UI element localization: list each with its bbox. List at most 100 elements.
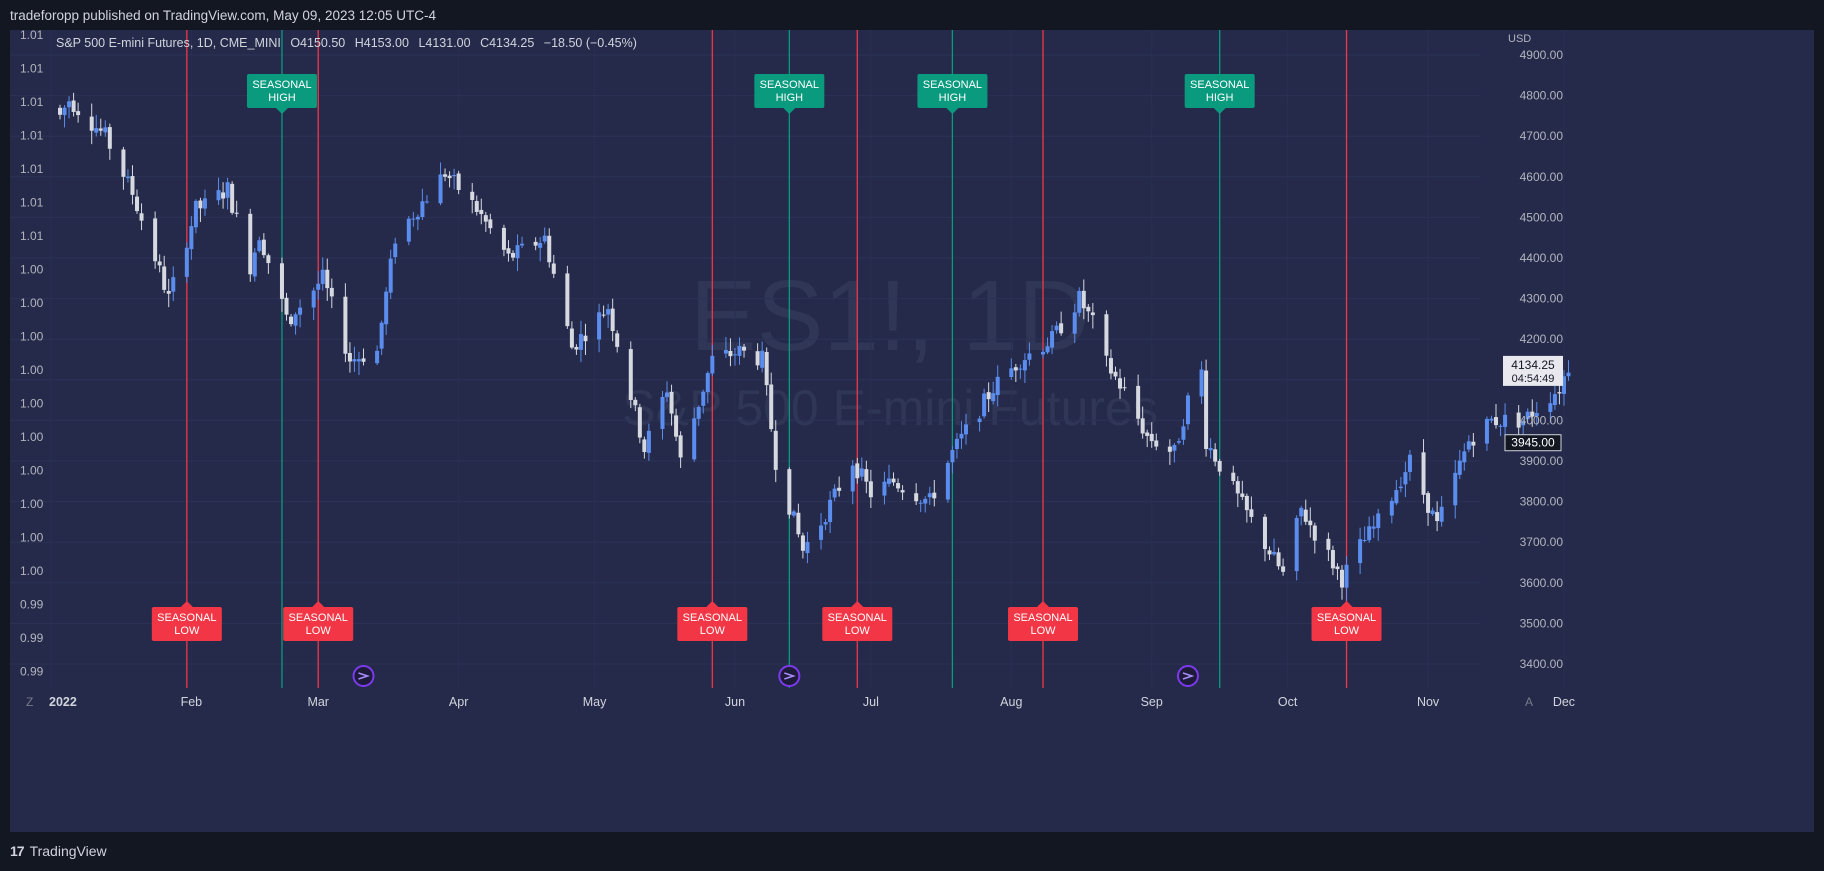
candle-body [565,273,570,327]
seasonal-high-label-text: HIGH [268,92,296,104]
candle-body [1330,550,1335,569]
candle-body [153,218,158,262]
ohlc-change: −18.50 (−0.45%) [544,36,637,50]
time-axis[interactable]: 2022 Feb Mar Apr May Jun Jul Aug Sep Oct Nov Dec [49,695,1575,709]
seasonal-low-label-pointer [312,601,325,607]
candle-body [135,196,140,212]
candle-body [1199,369,1204,397]
candle-body [501,227,506,250]
candle-body [1054,325,1059,331]
seasonal-lines [186,30,1348,688]
candle-body [1213,449,1218,462]
candle-body [343,296,348,354]
axis-corner-right[interactable]: A [1525,695,1533,709]
candle-body [796,512,801,535]
candle-body [1339,569,1344,588]
candle-body [329,287,334,297]
candle-body [279,263,284,299]
price-tick-label: 4600.00 [1520,170,1564,184]
price-chart[interactable]: ES1!, 1D S&P 500 E-mini Futures SEASONAL… [10,28,1814,832]
candle-body [1013,367,1018,371]
candle-body [891,478,896,483]
candle-body [356,359,361,362]
seasonal-high-label-text: HIGH [1206,92,1234,104]
candle-body [701,391,706,406]
candle-body [293,314,298,326]
left-scale-axis[interactable]: 1.01 1.01 1.01 1.01 1.01 1.01 1.01 1.00 1.00 1.00… [20,28,44,679]
price-tick-label: 3900.00 [1520,454,1564,468]
candle-body [1154,440,1159,447]
watermark: ES1!, 1D S&P 500 E-mini Futures [622,260,1157,436]
candle-body [1276,552,1281,567]
candle-body [855,463,860,479]
candle-body [189,226,194,250]
candle-body [1403,472,1408,485]
candle-body [1267,550,1272,555]
candle-body [1453,472,1458,506]
published-text: tradeforopp published on TradingView.com… [10,8,437,23]
candle-body [610,308,615,331]
candle-body [1104,314,1109,356]
candle-body [261,239,266,256]
candle-body [1118,378,1123,389]
tradingview-brand[interactable]: 17 TradingView [10,843,107,859]
candle-body [216,190,221,201]
seasonal-low-label-text: LOW [306,625,332,637]
candle-body [1426,493,1431,513]
candle-body [1367,526,1372,541]
candle-body [1503,414,1508,427]
candle-body [352,359,357,362]
candle-body [995,376,1000,396]
candle-body [379,322,384,349]
candle-body [1027,353,1032,360]
candle-body [982,393,987,417]
candle-body [823,522,828,525]
candle-body [411,218,416,220]
event-marker-icon [1176,665,1199,687]
seasonal-high-label-box [917,74,988,108]
seasonal-high-label-text: HIGH [776,92,804,104]
candle-body [361,358,366,362]
candle-body [1421,452,1426,495]
candle-body [443,174,448,177]
candle-body [569,328,574,348]
chart-frame[interactable]: ES1!, 1D S&P 500 E-mini Futures SEASONAL… [10,28,1814,832]
candle-body [583,335,588,342]
candle-body [1439,506,1444,522]
axis-corner-left[interactable]: Z [26,695,33,709]
left-tick-label: 1.00 [20,430,44,444]
candle-body [1081,290,1086,309]
candle-body [764,352,769,386]
candle-body [1494,417,1499,426]
time-tick-label: 2022 [49,695,77,709]
candle-body [71,100,76,112]
left-tick-label: 1.00 [20,263,44,277]
seasonal-high-label-box [1184,74,1255,108]
symbol-legend[interactable]: S&P 500 E-mini Futures, 1D, CME_MINI O41… [56,36,637,50]
price-axis[interactable]: 4900.00 4800.00 4700.00 4600.00 4500.00 4400.… [1520,48,1564,671]
time-tick-label: May [583,695,607,709]
time-tick-label: Jul [863,695,879,709]
seasonal-low-label-text: LOW [174,625,200,637]
left-tick-label: 1.01 [20,162,44,176]
candle-body [221,192,226,199]
candle-body [1462,451,1467,463]
tradingview-logo-icon: 17 [10,843,25,859]
candle-body [1113,371,1118,377]
seasonal-high-label-pointer [275,108,288,114]
candle-body [945,462,950,500]
candle-body [950,450,955,463]
candle-body [728,350,733,357]
candle-body [837,487,842,491]
candle-body [850,465,855,492]
candle-body [474,201,479,212]
candle-body [819,525,824,540]
candle-body [184,247,189,277]
candle-body [166,290,171,294]
candle-body [1303,509,1308,522]
seasonal-labels: SEASONALHIGHSEASONALHIGHSEASONALHIGHSEAS… [151,74,1382,641]
